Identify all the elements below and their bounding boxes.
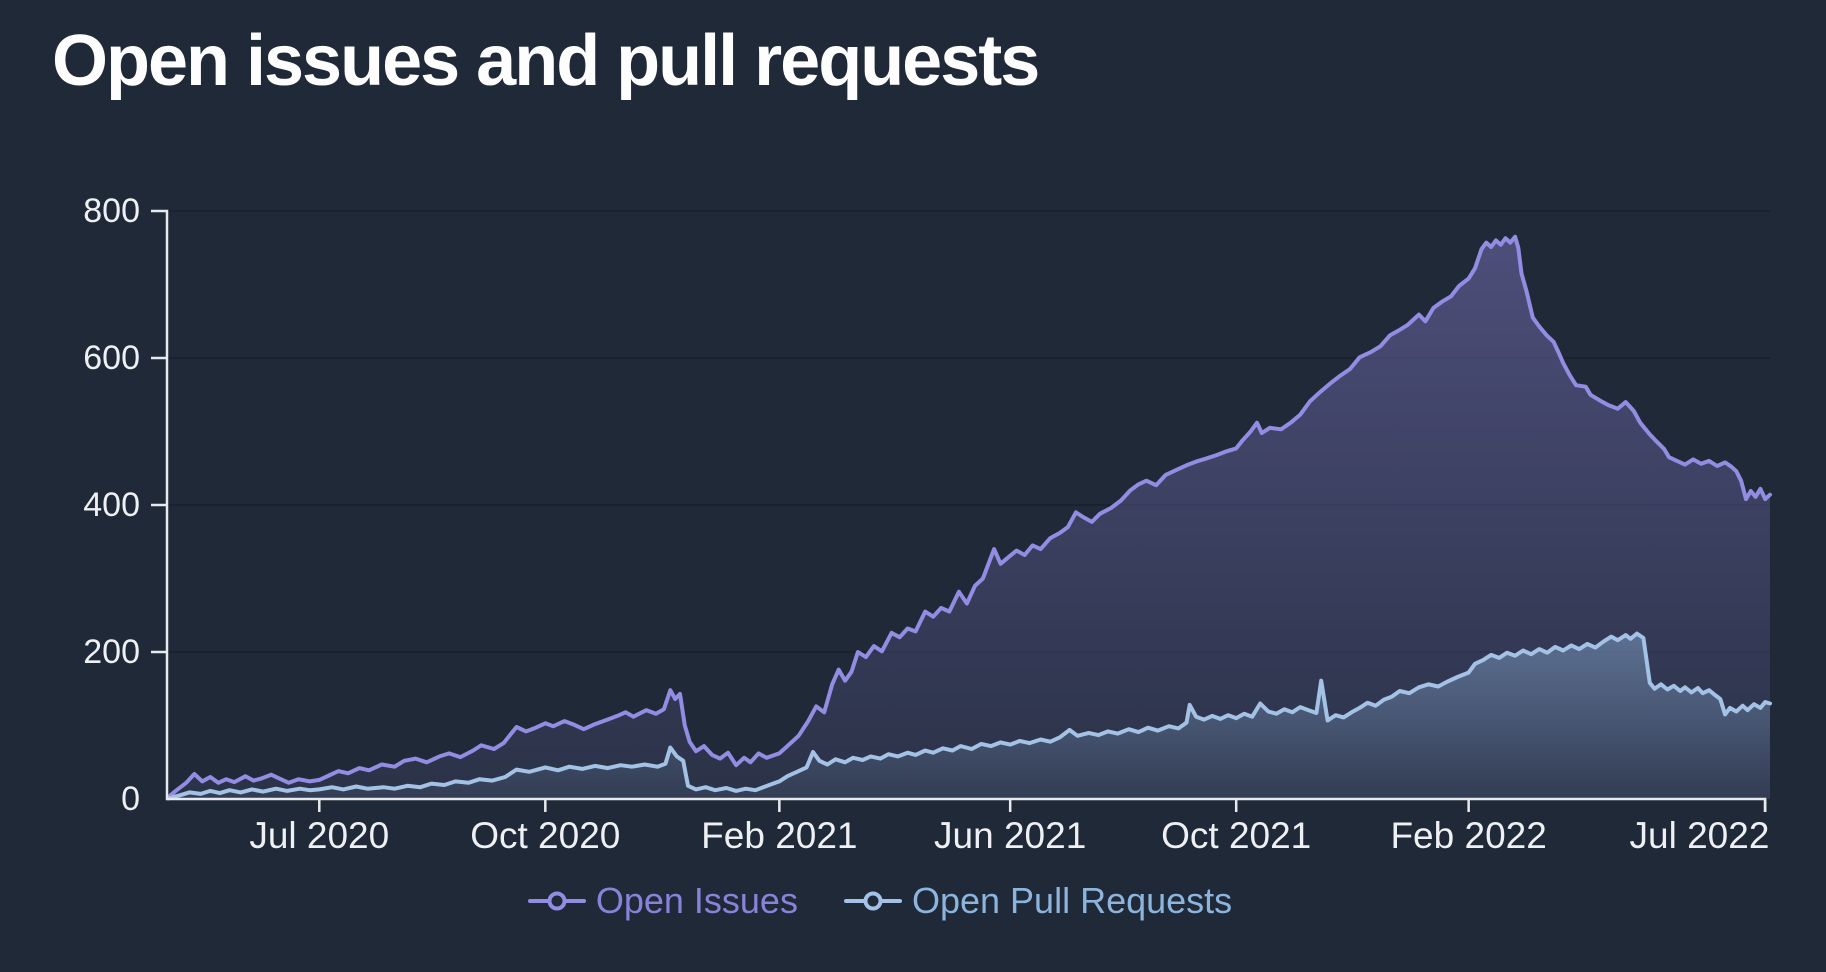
open-issues-line xyxy=(166,234,1772,799)
legend-item-label: Open Pull Requests xyxy=(911,880,1233,921)
y-tick-label: 600 xyxy=(83,339,140,377)
legend: Open Issues Open Pull Requests xyxy=(0,880,1760,922)
y-tick-label: 200 xyxy=(83,633,140,671)
y-tick-label: 400 xyxy=(83,486,140,524)
page-title: Open issues and pull requests xyxy=(52,21,1040,101)
x-tick-label: Feb 2021 xyxy=(701,815,857,856)
open-issues-area xyxy=(168,236,1771,799)
open-pull-requests-area xyxy=(168,633,1771,799)
x-tick-label: Oct 2021 xyxy=(1161,815,1311,856)
y-tick-label: 800 xyxy=(83,192,140,230)
legend-item-open-pull-requests[interactable]: Open Pull Requests xyxy=(843,880,1233,922)
x-tick-label: Jul 2022 xyxy=(1630,815,1770,856)
x-tick-label: Oct 2020 xyxy=(470,815,620,856)
legend-line-dot-marker-icon xyxy=(843,891,902,911)
legend-item-open-issues[interactable]: Open Issues xyxy=(527,880,798,922)
open-pull-requests-line xyxy=(166,631,1772,801)
legend-line-dot-marker-icon xyxy=(527,891,586,911)
y-tick-label: 0 xyxy=(121,780,140,818)
x-tick-label: Jul 2020 xyxy=(249,815,389,856)
legend-item-label: Open Issues xyxy=(595,880,798,921)
x-tick-label: Feb 2022 xyxy=(1390,815,1546,856)
x-tick-label: Jun 2021 xyxy=(934,815,1086,856)
